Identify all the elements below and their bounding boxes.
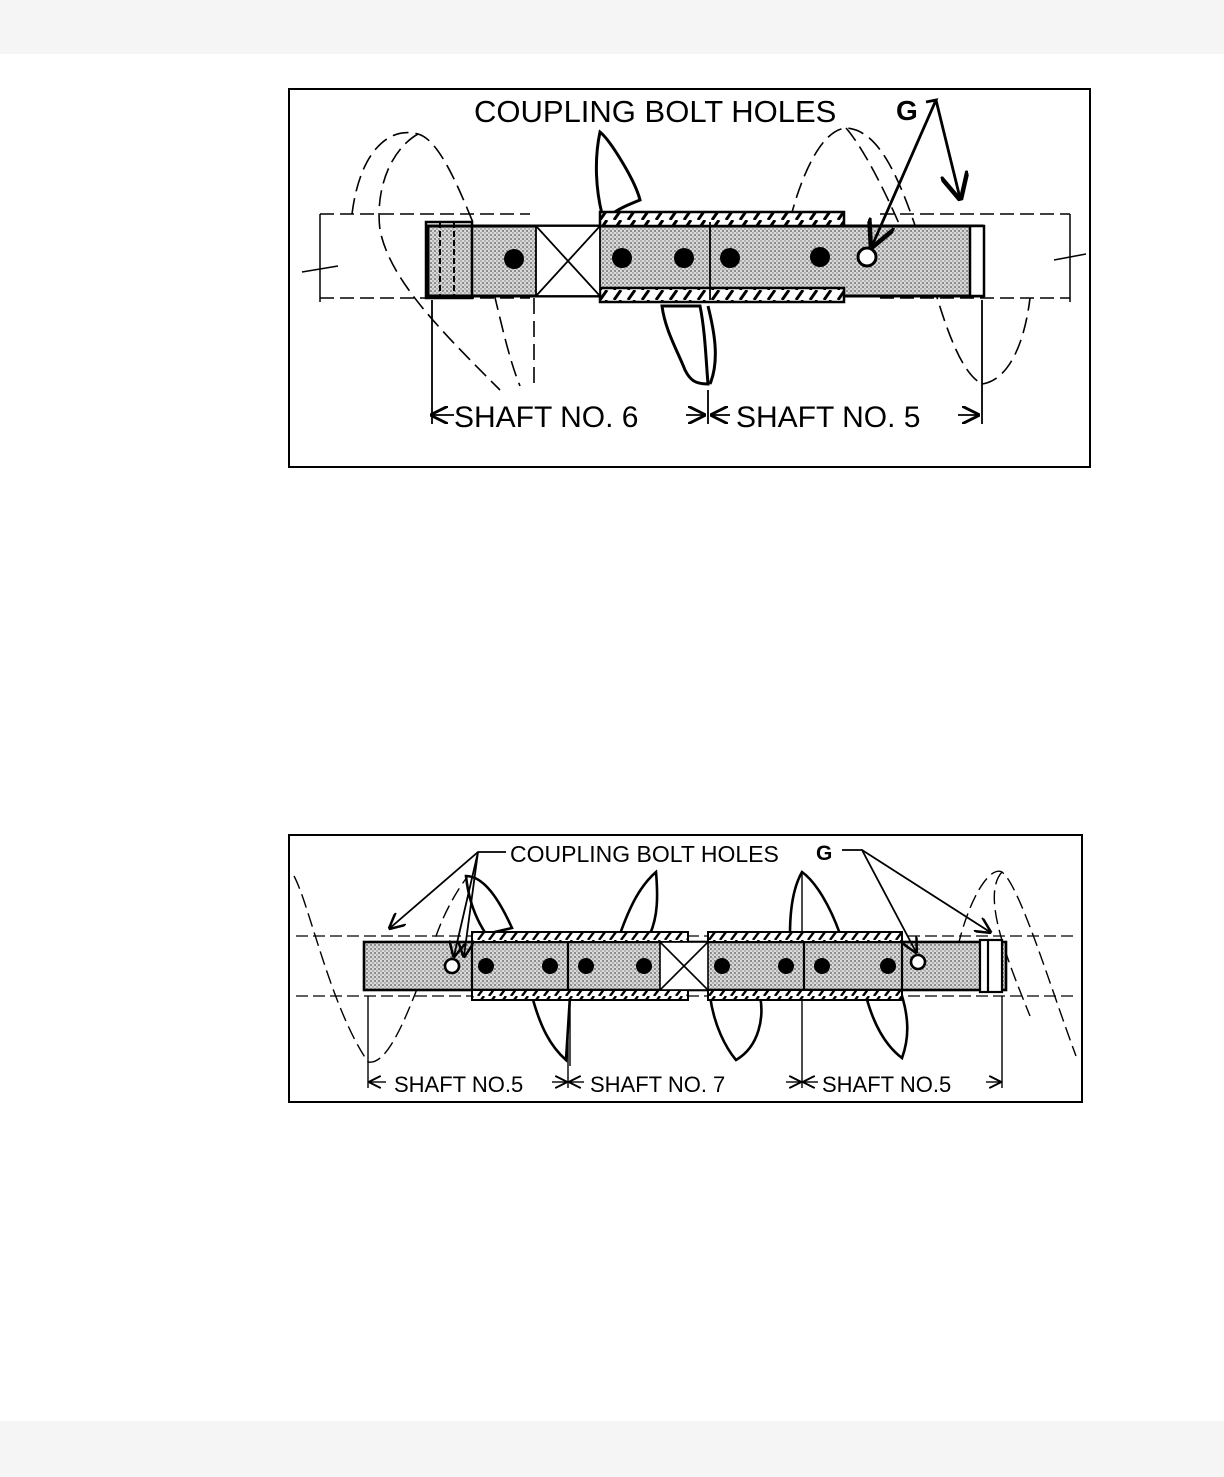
dim-label-shaft-5-left: SHAFT NO.5	[394, 1072, 523, 1097]
joint-cross	[535, 222, 711, 300]
callout-label: COUPLING BOLT HOLES	[474, 94, 836, 129]
joint-cross	[659, 941, 709, 991]
callout-letter: G	[896, 95, 918, 126]
left-collar	[424, 220, 474, 300]
flange-sleeve-bottom-right	[707, 989, 903, 1001]
coupling-drawing-1: COUPLING BOLT HOLES G SHAFT NO. 6 SHAFT …	[301, 94, 1087, 434]
flange-sleeve-top	[598, 210, 846, 228]
flange-sleeve-top-left	[471, 931, 689, 943]
dim-label-shaft-6: SHAFT NO. 6	[454, 401, 638, 434]
callout-leaders	[390, 849, 990, 956]
flange-sleeve-bottom-left	[471, 989, 689, 1001]
helical-flight-left	[351, 131, 535, 391]
flight-blade-solid	[594, 129, 717, 386]
callout-label: COUPLING BOLT HOLES	[510, 841, 779, 867]
viewer-top-bar	[0, 0, 1224, 54]
coupling-diagram-shaft-5-7-5: COUPLING BOLT HOLES G SHAFT NO.5 SHAFT N…	[288, 834, 1083, 1103]
shaft-end-lines	[301, 214, 1087, 302]
flange-sleeve-top-right	[707, 931, 903, 943]
dimension-lines	[367, 996, 1003, 1088]
callout-leaders	[872, 98, 960, 246]
shaft-outline-dashed	[296, 935, 1076, 997]
dim-label-shaft-7: SHAFT NO. 7	[590, 1072, 725, 1097]
coupling-drawing-2: COUPLING BOLT HOLES G SHAFT NO.5 SHAFT N…	[293, 841, 1077, 1097]
viewer-bottom-bar	[0, 1421, 1224, 1477]
coupling-bolt-hole-g-right	[909, 953, 927, 971]
coupling-bolt-hole-g-left	[443, 957, 461, 975]
dimension-lines	[432, 300, 983, 424]
dim-label-shaft-5: SHAFT NO. 5	[736, 401, 920, 434]
callout-letter: G	[816, 842, 832, 865]
right-end-cap	[968, 224, 986, 298]
flange-sleeve-bottom	[598, 286, 846, 304]
coupling-diagram-shaft-6-5: COUPLING BOLT HOLES G SHAFT NO. 6 SHAFT …	[288, 88, 1091, 468]
coupling-bolt-hole-g	[856, 246, 878, 268]
coupling-divisions	[470, 938, 1004, 994]
bolt-holes-filled	[504, 247, 830, 269]
bolt-holes-filled	[478, 958, 896, 974]
dim-label-shaft-5-right: SHAFT NO.5	[822, 1072, 951, 1097]
